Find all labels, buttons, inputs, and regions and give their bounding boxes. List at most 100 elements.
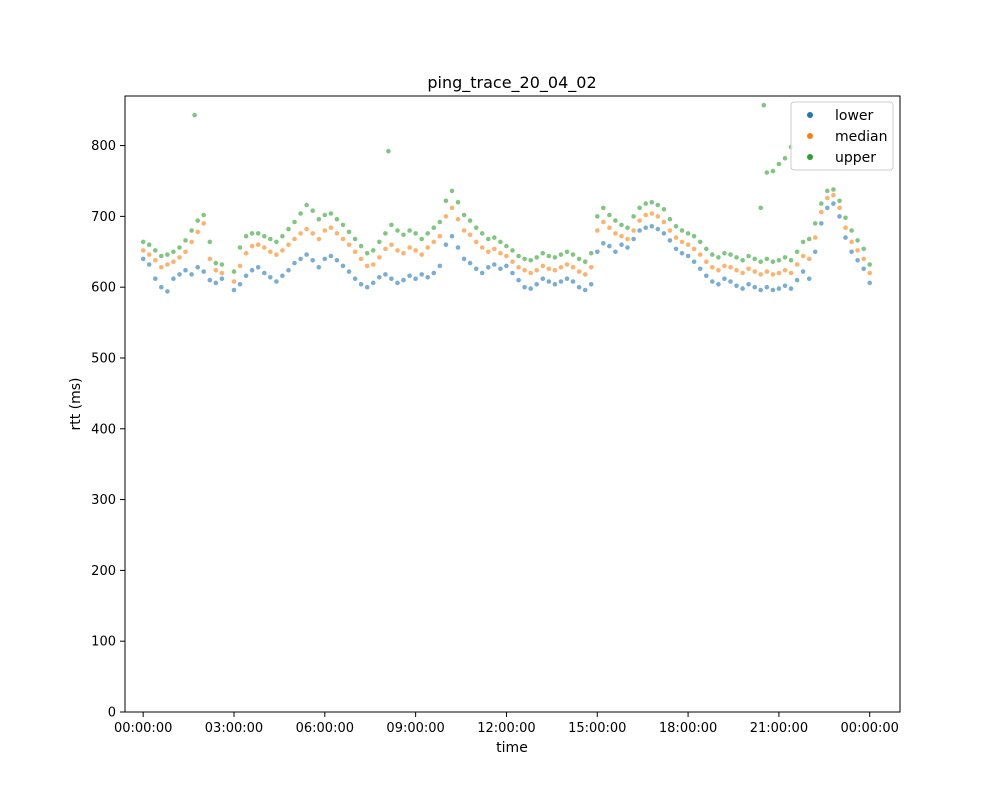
data-point-lower-51 xyxy=(455,245,461,250)
data-point-upper-110 xyxy=(800,239,806,245)
data-point-lower-44 xyxy=(413,276,418,282)
data-point-median-88 xyxy=(679,239,685,245)
data-point-lower-86 xyxy=(667,238,673,243)
data-point-upper-62 xyxy=(510,248,515,253)
data-point-lower-118 xyxy=(861,266,866,272)
data-point-upper-37 xyxy=(364,250,370,256)
data-point-lower-74 xyxy=(595,249,600,255)
data-point-median-50 xyxy=(449,205,455,211)
data-point-upper-19 xyxy=(255,231,261,236)
data-point-median-78 xyxy=(619,233,624,239)
data-point-upper-55 xyxy=(467,218,473,223)
y-tick-label-2: 200 xyxy=(91,564,116,579)
data-point-lower-39 xyxy=(383,272,388,277)
data-point-median-62 xyxy=(522,267,527,273)
data-point-upper-71 xyxy=(564,249,570,255)
data-point-lower-27 xyxy=(310,258,316,263)
legend-marker-upper xyxy=(807,154,813,160)
data-point-median-23 xyxy=(286,242,291,247)
data-point-upper-48 xyxy=(425,231,431,236)
data-point-median-1 xyxy=(146,252,152,257)
data-point-upper-27 xyxy=(304,202,309,208)
data-point-upper-41 xyxy=(386,148,391,154)
data-point-upper-64 xyxy=(522,256,527,262)
data-point-median-15 xyxy=(237,263,243,269)
data-point-lower-94 xyxy=(716,282,721,287)
data-point-lower-83 xyxy=(649,224,655,229)
data-point-median-82 xyxy=(643,212,648,218)
data-point-upper-77 xyxy=(601,205,606,211)
data-point-lower-75 xyxy=(601,241,606,246)
data-point-median-76 xyxy=(607,225,612,230)
data-point-upper-26 xyxy=(298,211,303,216)
data-point-lower-91 xyxy=(697,266,703,272)
data-point-upper-53 xyxy=(455,199,461,205)
data-point-median-81 xyxy=(637,218,642,223)
data-point-median-73 xyxy=(588,265,594,270)
data-point-median-56 xyxy=(486,249,491,255)
data-point-lower-73 xyxy=(588,282,594,287)
data-point-upper-112 xyxy=(812,221,818,226)
data-point-upper-14 xyxy=(219,262,225,267)
data-point-median-47 xyxy=(431,239,437,245)
data-point-lower-104 xyxy=(776,286,782,291)
data-point-upper-88 xyxy=(667,216,673,222)
data-point-median-68 xyxy=(558,265,564,270)
data-point-upper-12 xyxy=(207,239,213,245)
data-point-median-11 xyxy=(207,256,213,262)
data-point-lower-50 xyxy=(449,233,455,239)
data-point-upper-17 xyxy=(243,233,249,239)
data-point-median-65 xyxy=(540,263,546,269)
data-point-lower-60 xyxy=(510,270,515,276)
data-point-lower-119 xyxy=(867,280,872,286)
data-point-lower-77 xyxy=(613,249,618,255)
data-point-upper-61 xyxy=(504,243,509,249)
data-point-lower-45 xyxy=(419,272,425,277)
data-point-lower-72 xyxy=(582,287,588,293)
x-tick-label-0: 00:00:00 xyxy=(114,721,172,736)
y-tick-label-8: 800 xyxy=(91,139,116,154)
data-point-upper-108 xyxy=(788,258,794,263)
data-point-median-85 xyxy=(661,219,667,225)
legend-box xyxy=(790,101,894,171)
data-point-lower-80 xyxy=(631,236,636,242)
data-point-median-6 xyxy=(177,255,182,260)
data-point-median-74 xyxy=(595,228,600,233)
data-point-median-5 xyxy=(171,259,176,265)
data-point-lower-55 xyxy=(479,270,485,276)
legend-marker-median xyxy=(807,133,813,139)
data-point-median-93 xyxy=(710,265,715,270)
data-point-lower-15 xyxy=(237,282,243,287)
data-point-median-39 xyxy=(383,246,388,252)
data-point-upper-90 xyxy=(679,228,685,233)
data-point-upper-75 xyxy=(588,250,594,256)
data-point-median-28 xyxy=(316,236,322,242)
data-point-lower-56 xyxy=(486,265,491,270)
data-point-median-2 xyxy=(153,258,158,263)
data-point-lower-82 xyxy=(643,225,648,230)
data-point-upper-11 xyxy=(201,212,206,218)
data-point-lower-59 xyxy=(504,263,509,269)
data-point-median-105 xyxy=(782,267,788,273)
data-point-upper-117 xyxy=(843,215,848,221)
data-point-median-75 xyxy=(601,219,606,225)
x-tick-label-7: 21:00:00 xyxy=(750,721,808,736)
data-point-upper-73 xyxy=(576,256,582,262)
data-point-median-95 xyxy=(722,263,727,269)
y-tick-label-6: 600 xyxy=(91,281,116,296)
data-point-median-0 xyxy=(140,248,146,253)
data-point-median-86 xyxy=(667,228,673,233)
data-point-median-90 xyxy=(691,246,697,252)
data-point-lower-87 xyxy=(673,246,679,252)
data-point-median-32 xyxy=(340,236,346,242)
data-point-lower-76 xyxy=(607,243,612,249)
data-point-lower-97 xyxy=(734,283,739,289)
data-point-lower-16 xyxy=(243,273,249,279)
data-point-median-27 xyxy=(310,231,316,236)
data-point-upper-87 xyxy=(661,207,667,212)
data-point-lower-23 xyxy=(286,267,291,273)
data-point-upper-42 xyxy=(389,222,394,228)
data-point-lower-40 xyxy=(389,276,394,282)
y-tick-label-5: 500 xyxy=(91,351,116,366)
